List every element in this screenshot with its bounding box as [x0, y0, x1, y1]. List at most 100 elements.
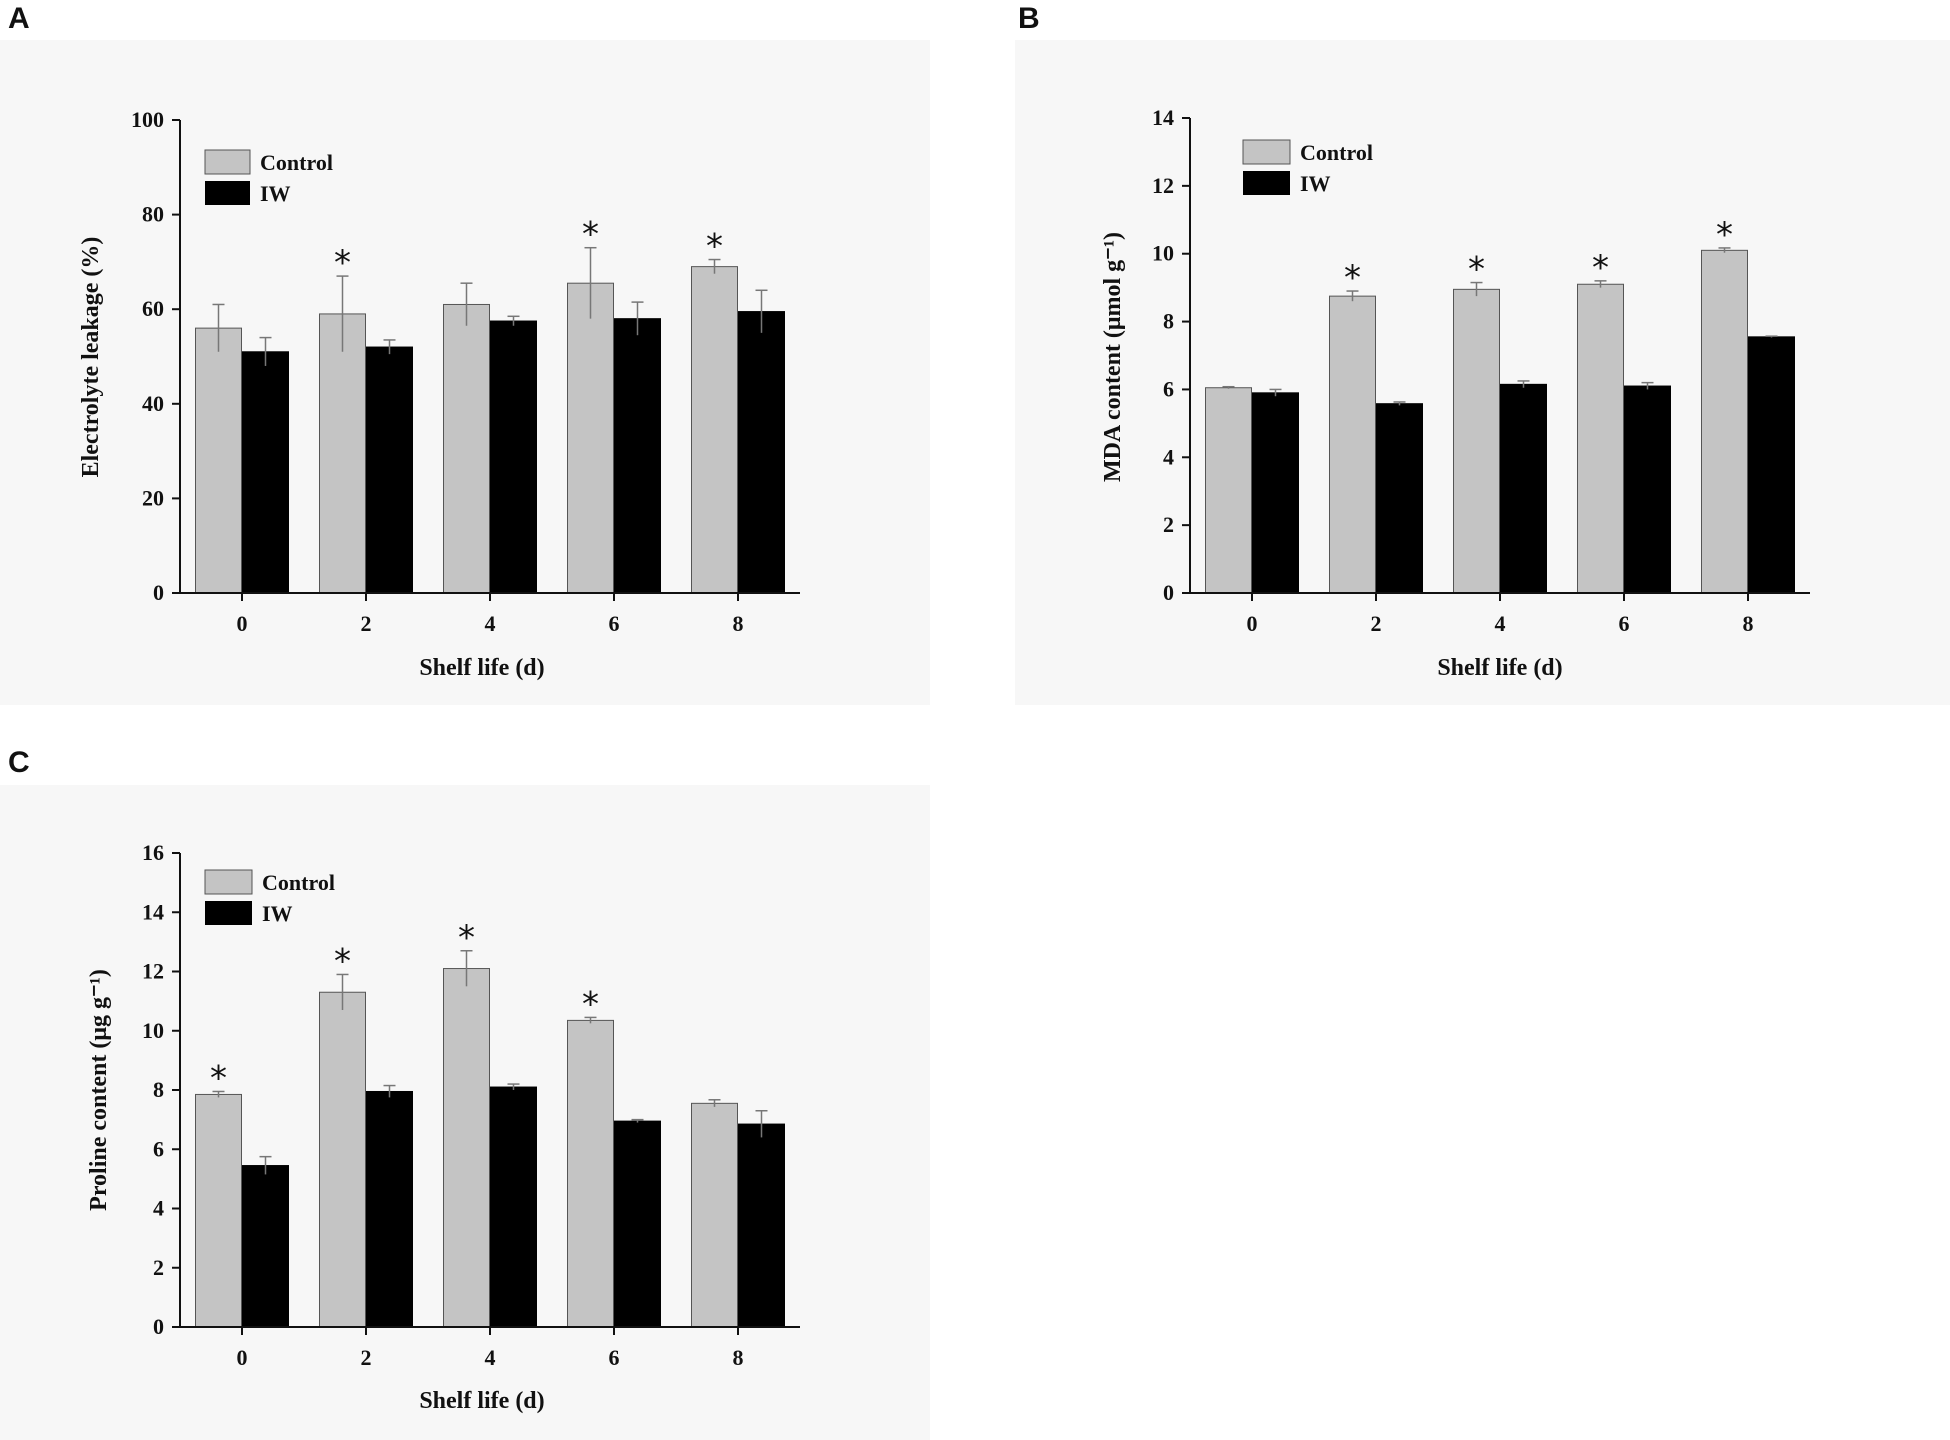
panel-c-x-tick-label-2: 2	[361, 1345, 372, 1370]
panel-a-x-tick-label-0: 0	[237, 611, 248, 636]
panel-c-legend: Control IW	[204, 869, 335, 926]
panel-c-y-tick-label-4: 4	[153, 1196, 164, 1221]
panel-b-error-bar-iw-2	[1393, 401, 1406, 406]
panel-c-bar-iw-0	[242, 1165, 289, 1328]
panel-c-error-bar-control-0	[212, 1090, 225, 1098]
panel-a-x-tick-label-8: 8	[733, 611, 744, 636]
panel-c-y-tick-label-10: 10	[142, 1018, 164, 1043]
panel-b-bar-control-6	[1577, 283, 1624, 594]
panel-c-legend-swatch-control	[204, 869, 253, 895]
panel-a-x-tick-label-2: 2	[361, 611, 372, 636]
panel-a-bar-iw-8	[738, 311, 785, 594]
panel-a-letter: A	[8, 2, 30, 35]
panel-b-y-tick-label-10: 10	[1152, 241, 1174, 266]
panel-c-legend-label-iw: IW	[262, 901, 293, 926]
panel-b-bar-iw-6	[1624, 385, 1671, 594]
panel-c-legend-swatch-iw	[205, 901, 252, 925]
panel-a-bar-control-2	[319, 313, 366, 594]
panel-a-y-tick-label-80: 80	[142, 202, 164, 227]
panel-c-error-bar-control-6	[584, 1016, 597, 1024]
panel-a-error-bar-control-6	[584, 246, 597, 319]
panel-b-y-tick-label-12: 12	[1152, 173, 1174, 198]
panel-c-bar-iw-2	[366, 1090, 413, 1328]
panel-a-error-bar-iw-2	[383, 339, 396, 355]
panel-a-bar-iw-6	[614, 318, 661, 594]
panel-b-x-tick-label-6: 6	[1619, 611, 1630, 636]
panel-c-y-tick-label-6: 6	[153, 1136, 164, 1161]
panel-c-significance-star-0: *	[210, 1058, 227, 1098]
panel-a-y-axis-title: Electrolyte leakage (%)	[78, 237, 104, 478]
panel-b-x-tick-label-0: 0	[1247, 611, 1258, 636]
panel-c-letter: C	[8, 746, 30, 779]
panel-b-y-tick-label-2: 2	[1163, 512, 1174, 537]
panel-c-y-tick-label-2: 2	[153, 1255, 164, 1280]
panel-a-significance-star-2: *	[334, 243, 351, 283]
panel-b-bar-control-2	[1329, 295, 1376, 594]
panel-b-y-tick-label-4: 4	[1163, 444, 1174, 469]
panel-c-significance-star-4: *	[458, 918, 475, 958]
panel-b-bar-iw-2	[1376, 403, 1423, 594]
panel-b-y-tick-label-6: 6	[1163, 376, 1174, 401]
panel-a-legend-label-iw: IW	[260, 181, 291, 206]
panel-b-letter: B	[1018, 2, 1040, 35]
panel-c-x-tick-label-0: 0	[237, 1345, 248, 1370]
panel-a-y-tick-label-40: 40	[142, 391, 164, 416]
panel-c-y-tick-label-12: 12	[142, 959, 164, 984]
panel-a-legend-swatch-iw	[205, 181, 250, 205]
panel-b-bar-iw-8	[1748, 336, 1795, 594]
panel-b-error-bar-control-8	[1718, 247, 1731, 253]
panel-a-bar-iw-2	[366, 346, 413, 594]
panel-b-y-tick-label-0: 0	[1163, 580, 1174, 605]
panel-b-significance-star-2: *	[1344, 258, 1361, 298]
panel-a-error-bar-iw-8	[755, 289, 768, 333]
panel-b-error-bar-iw-4	[1517, 380, 1530, 388]
panel-b-y-tick-label-8: 8	[1163, 309, 1174, 334]
panel-a-x-axis-title: Shelf life (d)	[419, 655, 544, 681]
panel-b-significance-star-8: *	[1716, 215, 1733, 255]
panel-c-plot-area: * * * * 0 2 4 6 8 10 12 14 16 0 2 4 6 8	[142, 840, 800, 1370]
panel-c-bar-iw-4	[490, 1086, 537, 1328]
panel-a-error-bar-control-2	[336, 275, 349, 352]
panel-b-bar-control-0	[1205, 387, 1252, 594]
panel-c-x-tick-label-8: 8	[733, 1345, 744, 1370]
panel-c-x-tick-label-4: 4	[485, 1345, 496, 1370]
panel-a-y-tick-label-0: 0	[153, 580, 164, 605]
panel-b-x-tick-label-8: 8	[1743, 611, 1754, 636]
panel-a-error-bar-iw-0	[259, 336, 272, 366]
panel-a-bar-control-8	[691, 266, 738, 594]
panel-a-y-tick-label-60: 60	[142, 296, 164, 321]
panel-a-bar-iw-0	[242, 351, 289, 594]
panel-b: B * * * * 0 2 4 6 8 10 12 14 0 2 4 6 8 Shelf life (d) MD…	[1015, 2, 1950, 705]
panel-c-bar-control-4	[443, 968, 490, 1328]
panel-a-error-bar-iw-6	[631, 301, 644, 336]
panel-c-error-bar-control-2	[336, 973, 349, 1011]
panel-a-bar-iw-4	[490, 320, 537, 594]
panel-c-significance-star-2: *	[334, 941, 351, 981]
panel-c-error-bar-control-4	[460, 950, 473, 987]
panel-a-legend-swatch-control	[204, 149, 251, 175]
panel-c-y-axis-title: Proline content (μg g⁻¹)	[86, 969, 112, 1211]
panel-c-y-tick-label-0: 0	[153, 1314, 164, 1339]
panel-a-significance-star-8: *	[706, 227, 723, 267]
panel-b-y-tick-label-14: 14	[1152, 105, 1174, 130]
panel-b-legend-label-iw: IW	[1300, 171, 1331, 196]
panel-b-x-axis-title: Shelf life (d)	[1437, 655, 1562, 681]
panel-a-plot-area: * * * 0 20 40 60 80 100 0 2 4 6 8	[131, 107, 800, 636]
panel-c-error-bar-iw-2	[383, 1084, 396, 1098]
panel-b-significance-star-6: *	[1592, 248, 1609, 288]
panel-b-error-bar-iw-6	[1641, 381, 1654, 390]
panel-b-error-bar-control-4	[1470, 281, 1483, 297]
panel-a-error-bar-control-0	[212, 303, 225, 352]
panel-b-x-tick-label-4: 4	[1495, 611, 1506, 636]
panel-b-bar-iw-0	[1252, 392, 1299, 594]
panel-b-legend-swatch-iw	[1243, 171, 1290, 195]
panel-c-x-tick-label-6: 6	[609, 1345, 620, 1370]
panel-b-bar-control-4	[1453, 288, 1500, 594]
panel-c-x-axis-title: Shelf life (d)	[419, 1388, 544, 1414]
panel-c-y-tick-label-8: 8	[153, 1077, 164, 1102]
panel-b-y-axis-title: MDA content (μmol g⁻¹)	[1100, 232, 1126, 482]
panel-a-error-bar-control-8	[708, 258, 721, 274]
panel-b-legend: Control IW	[1242, 139, 1373, 196]
panel-b-error-bar-control-2	[1346, 290, 1359, 302]
